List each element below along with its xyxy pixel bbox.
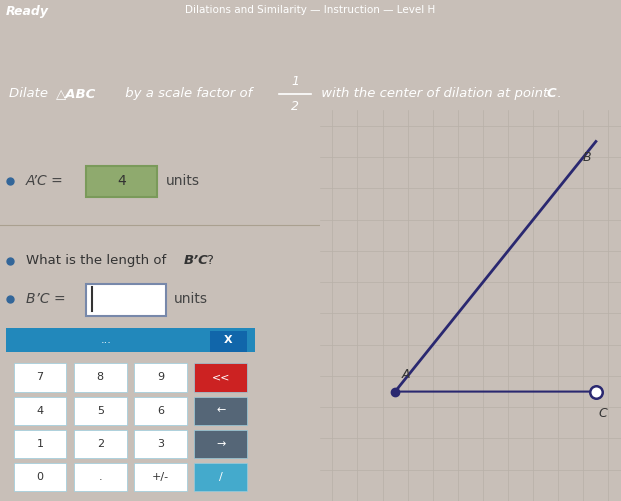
Bar <box>74 430 127 458</box>
Bar <box>194 363 247 391</box>
Text: A: A <box>401 368 410 381</box>
Text: 9: 9 <box>157 372 164 382</box>
Text: <<: << <box>212 372 230 382</box>
Text: Dilations and Similarity — Instruction — Level H: Dilations and Similarity — Instruction —… <box>186 5 435 15</box>
Bar <box>134 397 187 425</box>
Bar <box>134 463 187 491</box>
Text: .: . <box>557 88 561 100</box>
Text: Ready: Ready <box>6 5 49 18</box>
Text: 7: 7 <box>37 372 43 382</box>
Text: +/-: +/- <box>152 472 169 482</box>
Text: ←: ← <box>216 406 225 416</box>
Bar <box>134 430 187 458</box>
Bar <box>74 463 127 491</box>
Bar <box>86 166 156 196</box>
Text: 8: 8 <box>97 372 104 382</box>
Text: B’C: B’C <box>184 255 209 268</box>
Text: ?: ? <box>206 255 213 268</box>
Bar <box>74 363 127 391</box>
Text: units: units <box>166 174 201 188</box>
Text: C: C <box>546 88 556 100</box>
Text: A’C =: A’C = <box>25 174 63 188</box>
Text: X: X <box>224 335 233 345</box>
Bar <box>210 331 247 352</box>
Bar <box>134 363 187 391</box>
Text: 5: 5 <box>97 406 104 416</box>
Text: 4: 4 <box>117 174 126 188</box>
Text: by a scale factor of: by a scale factor of <box>121 88 252 100</box>
Text: 4: 4 <box>37 406 43 416</box>
Text: 2: 2 <box>291 100 299 113</box>
Bar <box>194 397 247 425</box>
Bar <box>6 328 255 353</box>
Text: 6: 6 <box>157 406 164 416</box>
Bar <box>194 430 247 458</box>
Text: B: B <box>582 151 591 164</box>
Text: units: units <box>175 292 208 306</box>
Text: What is the length of: What is the length of <box>25 255 170 268</box>
Text: 1: 1 <box>291 75 299 88</box>
Text: △ABC: △ABC <box>56 88 96 100</box>
Text: .: . <box>99 472 102 482</box>
Bar <box>74 397 127 425</box>
Text: /: / <box>219 472 223 482</box>
Text: →: → <box>216 439 225 449</box>
Bar <box>14 463 66 491</box>
Text: 2: 2 <box>97 439 104 449</box>
Bar <box>14 397 66 425</box>
Bar <box>86 284 166 316</box>
Text: ...: ... <box>101 335 112 345</box>
Bar <box>14 363 66 391</box>
Text: 0: 0 <box>37 472 43 482</box>
Text: 3: 3 <box>157 439 164 449</box>
Text: Dilate: Dilate <box>9 88 53 100</box>
Bar <box>194 463 247 491</box>
Text: 1: 1 <box>37 439 43 449</box>
Text: B’C =: B’C = <box>25 292 65 306</box>
Bar <box>14 430 66 458</box>
Text: C: C <box>599 407 607 420</box>
Text: with the center of dilation at point: with the center of dilation at point <box>317 88 552 100</box>
